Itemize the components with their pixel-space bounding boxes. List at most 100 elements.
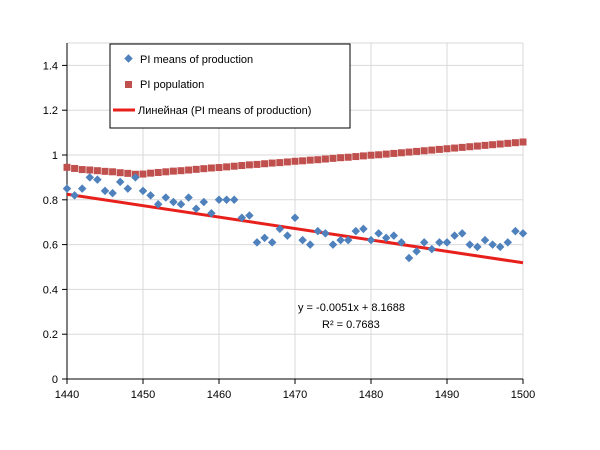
population-point xyxy=(177,167,185,175)
population-point xyxy=(93,167,101,175)
population-point xyxy=(473,142,481,150)
x-tick-label: 1500 xyxy=(511,389,535,401)
population-point xyxy=(337,154,345,162)
legend-marker-population xyxy=(125,81,132,88)
y-tick-label: 1.4 xyxy=(43,60,58,72)
means-of-production-point xyxy=(207,208,216,218)
population-point xyxy=(352,153,360,161)
population-point xyxy=(428,146,436,154)
means-of-production-point xyxy=(267,238,277,247)
means-of-production-point xyxy=(480,235,490,245)
means-of-production-point xyxy=(191,204,201,214)
y-tick-label: 0.4 xyxy=(43,284,58,296)
population-point xyxy=(185,166,193,174)
population-point xyxy=(519,138,527,146)
legend-marker-means-of-production xyxy=(124,54,133,63)
population-point xyxy=(466,143,474,151)
population-point xyxy=(215,164,223,172)
population-point xyxy=(375,151,383,159)
means-of-production-point xyxy=(176,200,186,209)
means-of-production-point xyxy=(70,191,79,200)
population-point xyxy=(162,168,170,176)
population-point xyxy=(147,169,155,177)
means-of-production-point xyxy=(93,175,102,184)
population-point xyxy=(253,160,261,168)
population-point xyxy=(496,140,504,148)
y-tick-label: 1 xyxy=(52,150,58,162)
means-of-production-point xyxy=(305,240,315,249)
population-point xyxy=(382,150,390,158)
axes xyxy=(62,43,524,384)
population-point xyxy=(245,161,253,169)
legend-label-population: PI population xyxy=(140,79,204,91)
means-of-production-point xyxy=(153,200,163,209)
x-tick-label: 1460 xyxy=(207,389,231,401)
population-point xyxy=(413,147,421,155)
population-point xyxy=(397,149,405,157)
population-point xyxy=(63,163,71,171)
means-of-production-point xyxy=(252,238,262,247)
means-of-production-point xyxy=(359,224,368,234)
regression-annotation: y = -0.0051x + 8.1688 R² = 0.7683 xyxy=(298,302,405,331)
population-point xyxy=(458,143,466,151)
y-tick-label: 0.8 xyxy=(43,195,58,207)
means-of-production-point xyxy=(229,195,239,205)
population-point xyxy=(329,154,337,162)
means-of-production-point xyxy=(419,238,429,247)
means-of-production-point xyxy=(275,224,285,234)
means-of-production-point xyxy=(473,242,482,252)
population-point xyxy=(443,145,451,153)
population-point xyxy=(511,139,519,147)
means-of-production-point xyxy=(237,213,247,222)
population-point xyxy=(268,159,276,167)
x-tick-label: 1490 xyxy=(435,389,459,401)
means-of-production-point xyxy=(298,235,307,245)
population-point xyxy=(504,139,512,147)
means-of-production-point xyxy=(290,213,300,222)
legend-label-linear-trend: Линейная (PI means of production) xyxy=(138,105,311,117)
means-of-production-point xyxy=(184,193,193,202)
population-point xyxy=(124,169,132,177)
population-point xyxy=(154,168,162,176)
means-of-production-point xyxy=(245,211,254,220)
legend-label-means-of-production: PI means of production xyxy=(140,54,253,66)
means-of-production-point xyxy=(503,238,513,247)
means-of-production-point xyxy=(457,229,467,238)
population-point xyxy=(481,141,489,149)
means-of-production-point xyxy=(442,238,452,247)
means-of-production-point xyxy=(138,186,148,196)
legend: PI means of production PI population Лин… xyxy=(109,43,351,129)
means-of-production-point xyxy=(199,197,209,207)
population-point xyxy=(207,164,215,172)
population-point xyxy=(367,151,375,159)
y-tick-label: 0.2 xyxy=(43,329,58,341)
means-of-production-point xyxy=(100,186,110,196)
x-tick-label: 1480 xyxy=(359,389,383,401)
population-point xyxy=(451,144,459,152)
means-of-production-point xyxy=(366,235,376,245)
population-point xyxy=(435,145,443,153)
means-of-production-point xyxy=(465,240,475,249)
regression-r2: R² = 0.7683 xyxy=(322,319,380,331)
population-point xyxy=(299,157,307,165)
means-of-production-point xyxy=(115,177,125,187)
population-point xyxy=(306,156,314,164)
means-of-production-point xyxy=(313,226,323,236)
means-of-production-point xyxy=(214,195,224,205)
x-tick-label: 1440 xyxy=(55,389,79,401)
population-point xyxy=(86,166,94,174)
population-point xyxy=(390,149,398,157)
population-point xyxy=(405,148,413,156)
means-of-production-point xyxy=(351,226,361,236)
means-of-production-point xyxy=(321,229,330,238)
means-of-production-point xyxy=(169,197,178,207)
data-marks xyxy=(62,138,528,265)
means-of-production-point xyxy=(343,235,353,245)
means-of-production-point xyxy=(222,195,231,205)
y-tick-label: 0 xyxy=(52,374,58,386)
means-of-production-point xyxy=(374,229,383,238)
population-point xyxy=(276,159,284,167)
population-point xyxy=(169,167,177,175)
y-tick-label: 1.2 xyxy=(43,105,58,117)
population-point xyxy=(78,166,86,174)
